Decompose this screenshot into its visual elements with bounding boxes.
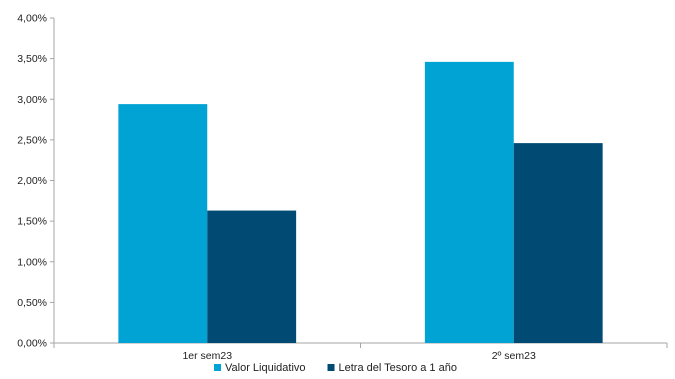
x-tick-label: 2º sem23 xyxy=(492,350,536,362)
bar-letra-del-tesoro-2 xyxy=(513,143,603,343)
bars xyxy=(118,61,603,343)
y-tick-label: 1,00% xyxy=(17,256,47,268)
legend-swatch xyxy=(214,364,221,371)
bar-letra-del-tesoro-1 xyxy=(207,210,297,343)
legend-label: Valor Liquidativo xyxy=(225,362,306,374)
y-tick-label: 4,00% xyxy=(17,13,47,25)
bar-valor-liquidativo-2 xyxy=(424,61,514,343)
y-tick-label: 3,00% xyxy=(17,94,47,106)
y-tick-label: 1,50% xyxy=(17,216,47,228)
y-axis: 0,00% 0,50% 1,00% 1,50% 2,00% 2,50% 3,00% 3,50%… xyxy=(17,13,55,350)
y-tick-label: 0,50% xyxy=(17,297,47,309)
x-tick-label: 1er sem23 xyxy=(182,350,232,362)
bar-valor-liquidativo-1 xyxy=(118,104,208,343)
legend-label: Letra del Tesoro a 1 año xyxy=(339,362,457,374)
y-tick-label: 2,50% xyxy=(17,134,47,146)
legend-swatch xyxy=(327,364,335,371)
x-axis: 1er sem23 2º sem23 xyxy=(53,342,668,362)
y-tick-label: 0,00% xyxy=(17,338,47,350)
y-tick-label: 3,50% xyxy=(17,53,47,65)
legend: Valor Liquidativo Letra del Tesoro a 1 añ… xyxy=(214,362,457,374)
y-tick-label: 2,00% xyxy=(17,175,47,187)
